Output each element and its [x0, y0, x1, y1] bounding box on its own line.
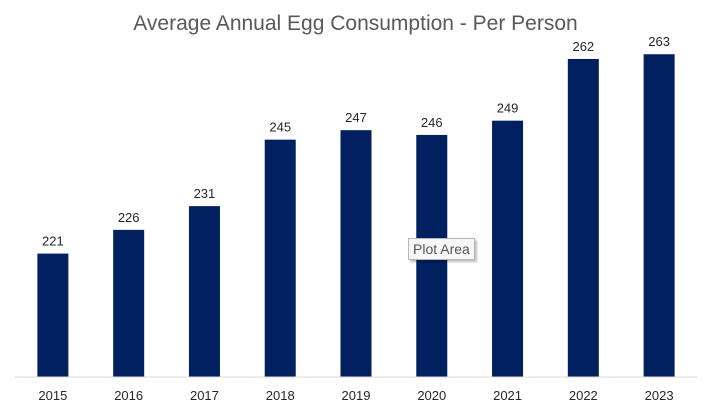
bar-2016[interactable]	[113, 229, 145, 377]
bar-2023[interactable]	[643, 54, 675, 377]
x-tick-label-2019: 2019	[342, 388, 371, 403]
data-label-2019: 247	[345, 110, 367, 125]
chart-title: Average Annual Egg Consumption - Per Per…	[133, 12, 577, 35]
x-tick-label-2023: 2023	[645, 388, 674, 403]
bar-2018[interactable]	[264, 139, 296, 377]
plot-area-tooltip: Plot Area	[408, 238, 475, 260]
x-tick-label-2021: 2021	[493, 388, 522, 403]
bar-2019[interactable]	[340, 130, 372, 377]
x-tick-labels-layer: 2015 2016 2017 2018 2019 2020 2021 2022 2023	[38, 388, 673, 403]
x-tick-label-2018: 2018	[266, 388, 295, 403]
data-label-2023: 263	[648, 34, 670, 49]
data-label-2022: 262	[572, 39, 594, 54]
x-tick-label-2020: 2020	[417, 388, 446, 403]
x-tick-label-2015: 2015	[38, 388, 67, 403]
data-label-2018: 245	[269, 120, 291, 135]
data-label-2015: 221	[42, 234, 64, 249]
bar-2021[interactable]	[492, 120, 524, 378]
data-label-2020: 246	[421, 115, 443, 130]
bar-2017[interactable]	[188, 206, 220, 377]
bar-2022[interactable]	[567, 58, 599, 377]
bar-2015[interactable]	[37, 253, 69, 377]
data-label-2017: 231	[194, 186, 216, 201]
data-label-2021: 249	[497, 101, 519, 116]
x-tick-label-2022: 2022	[569, 388, 598, 403]
data-labels-layer: 221 226 231 245 247 246 249 262 263	[42, 34, 670, 248]
data-label-2016: 226	[118, 210, 140, 225]
x-tick-label-2016: 2016	[114, 388, 143, 403]
x-tick-label-2017: 2017	[190, 388, 219, 403]
